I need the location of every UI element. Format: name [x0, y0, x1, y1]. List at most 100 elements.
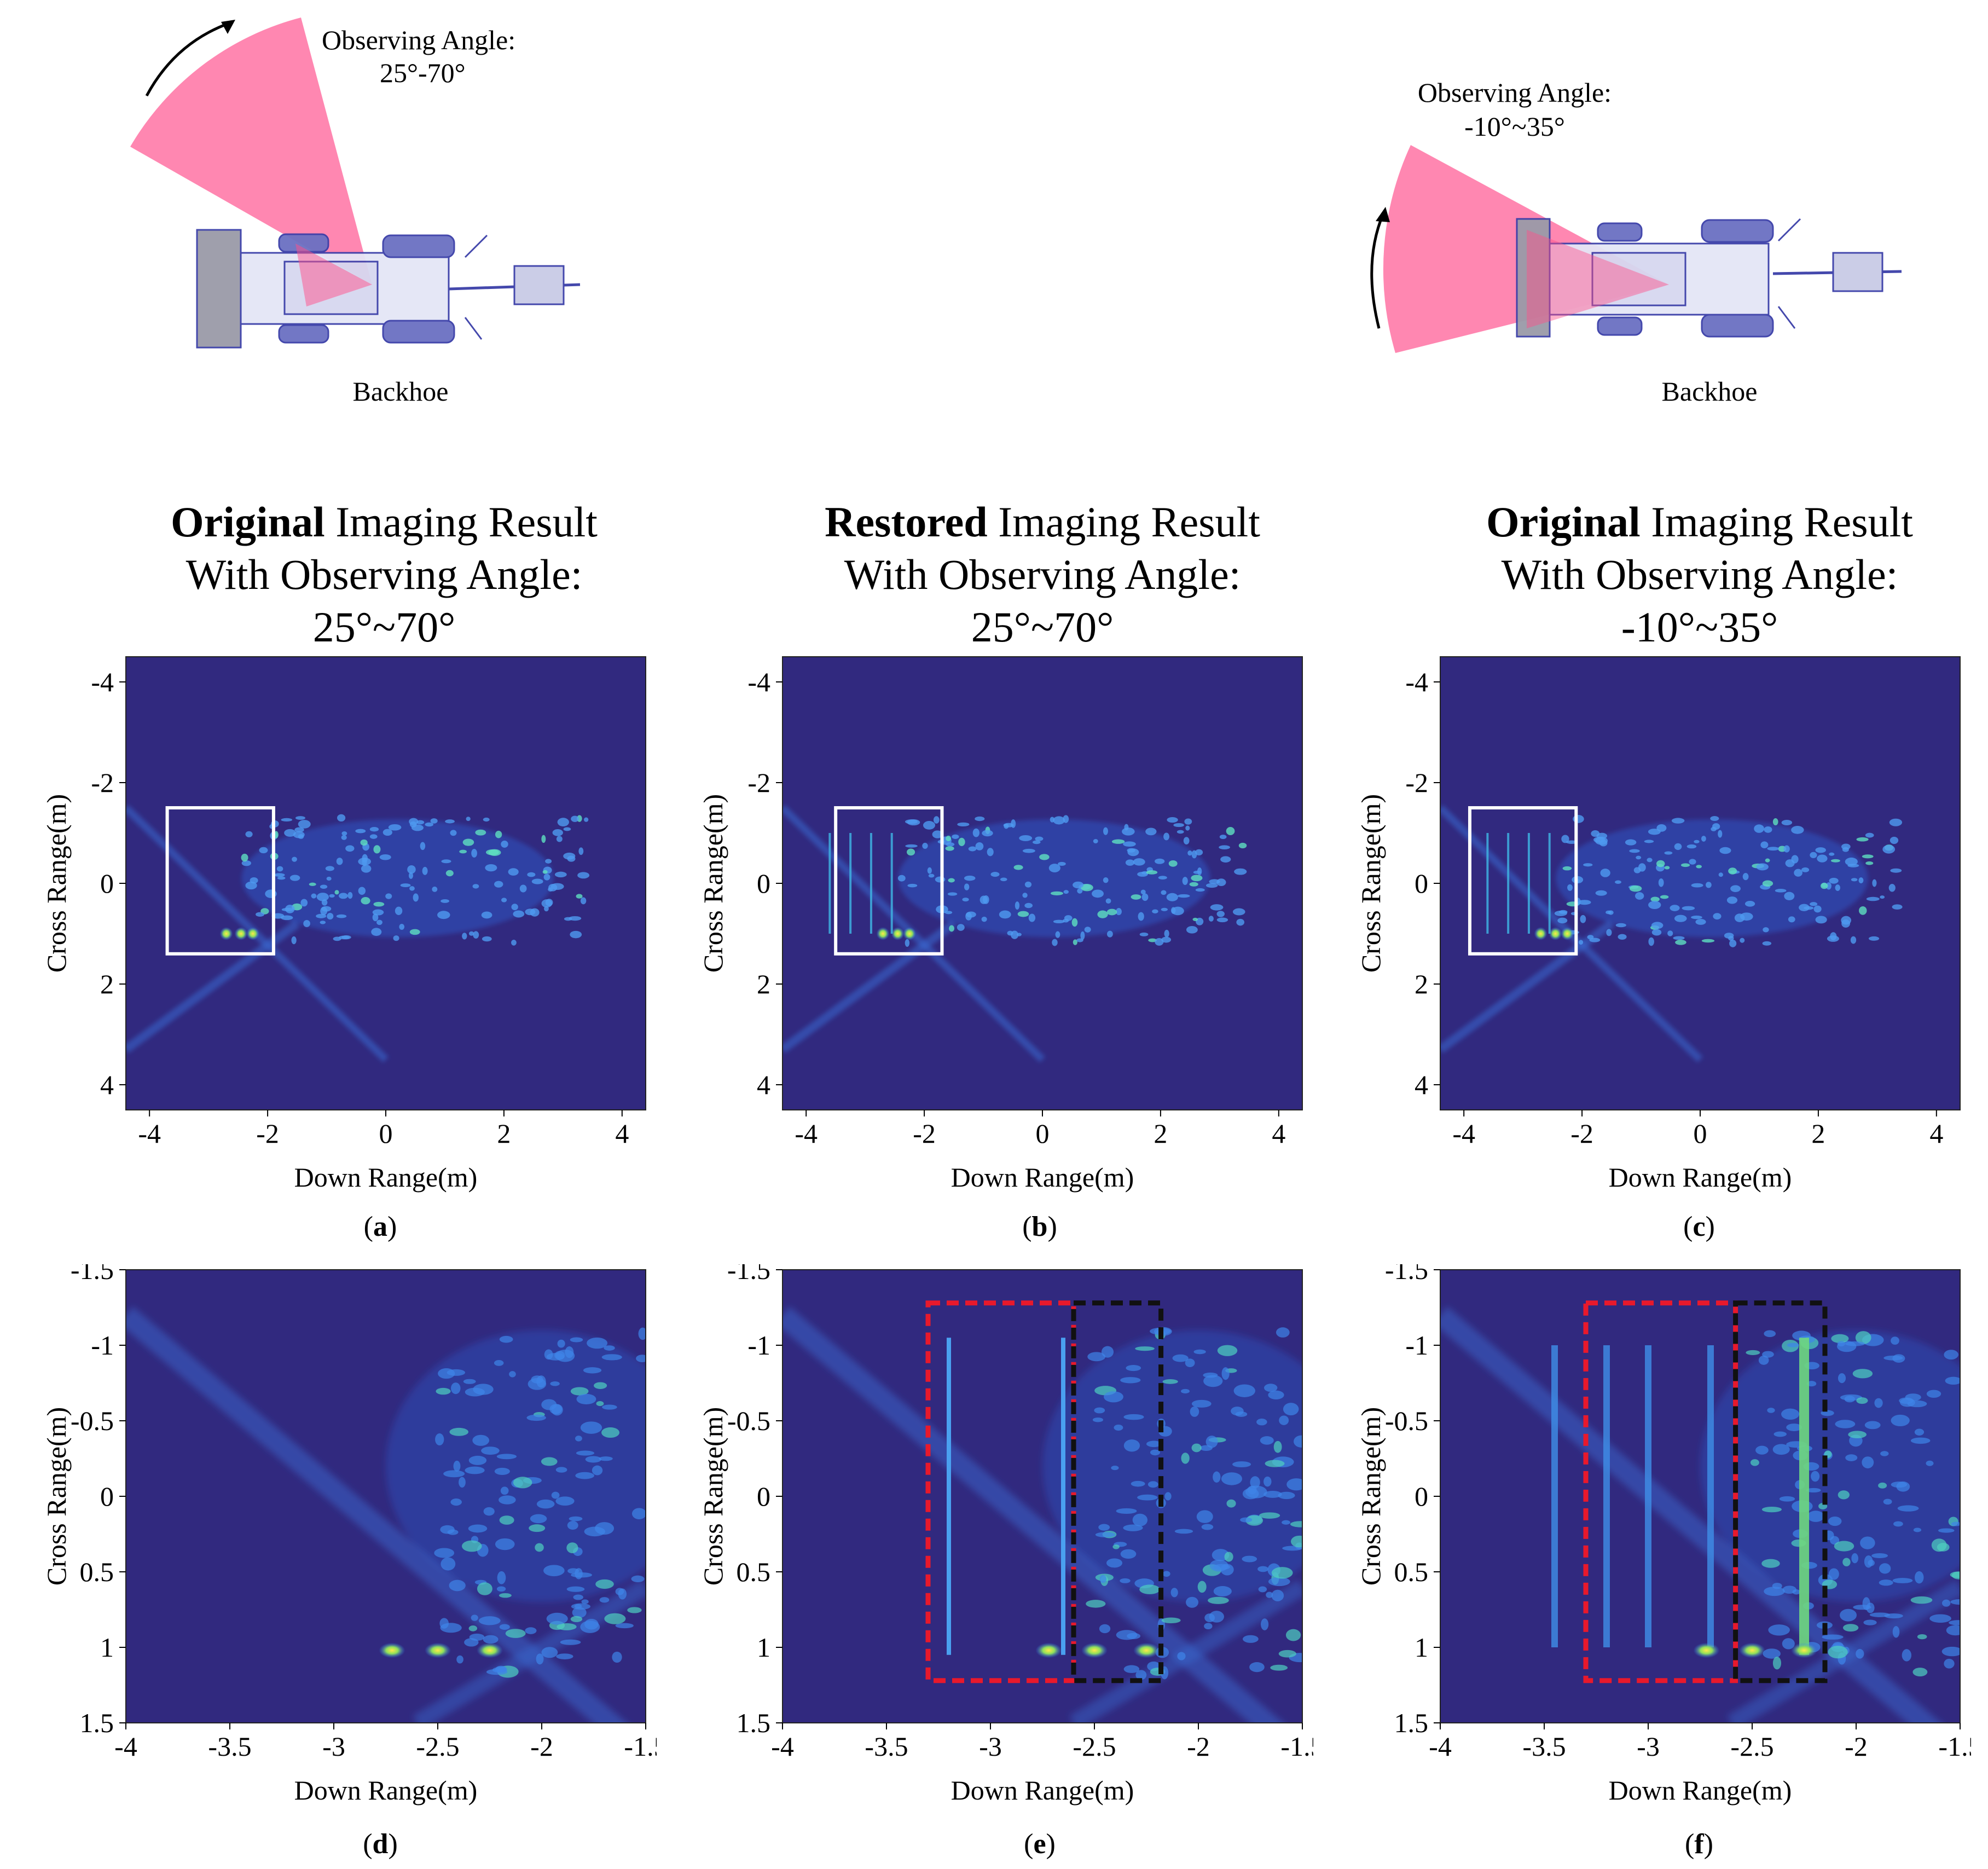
y-tick-label: 1.5	[737, 1708, 771, 1738]
observing-sector	[130, 18, 372, 285]
heatmap-panel-d: -4 -3.5 -3 -2.5 -2 -1.5 -1.5 -1 -0.5 0 0.5 1 1.5 Down…	[44, 1264, 657, 1806]
scatter-texture	[126, 1306, 646, 1723]
left-angle-range: 25°-70°	[380, 57, 466, 88]
x-tick-label: -1.5	[1280, 1731, 1313, 1762]
highlight-box	[834, 806, 944, 956]
y-tick-label: -1	[747, 1330, 770, 1361]
heatmap-panel-f: -4 -3.5 -3 -2.5 -2 -1.5 -1.5 -1 -0.5 0 0.5 1 1.5 Down…	[1358, 1264, 1971, 1806]
x-tick-label: -3	[979, 1731, 1002, 1762]
red-dashed-box	[925, 1300, 1076, 1683]
y-axis-label: Cross Range(m)	[1358, 794, 1386, 973]
title-bold: Original	[171, 498, 325, 546]
panel-tag-c: (c)	[1683, 1211, 1715, 1242]
x-tick-label: -3	[1637, 1731, 1660, 1762]
rotation-arrow-icon	[1370, 213, 1385, 329]
highlight-box	[165, 806, 275, 956]
y-tick-label: 0	[100, 1481, 114, 1512]
x-tick-label: 4	[615, 1118, 629, 1149]
y-tick-label: -4	[1405, 667, 1428, 697]
y-tick-label: -4	[747, 667, 770, 697]
x-tick-label: -4	[1429, 1731, 1452, 1762]
x-tick-label: -3.5	[1522, 1731, 1566, 1762]
scatter-texture	[1440, 805, 1903, 1063]
x-tick-label: -3.5	[208, 1731, 251, 1762]
x-tick-label: 0	[1694, 1118, 1707, 1149]
x-tick-label: -2	[256, 1118, 279, 1149]
y-tick-label: 4	[100, 1069, 114, 1100]
y-axis-label: Cross Range(m)	[44, 794, 72, 973]
panel-tag-e: (e)	[1024, 1829, 1056, 1860]
title-line2: With Observing Angle:	[186, 551, 583, 598]
y-tick-label: 2	[1415, 969, 1428, 999]
y-tick-label: 0	[757, 868, 770, 899]
y-tick-label: -2	[91, 767, 114, 798]
scatter-texture	[1440, 1306, 1960, 1723]
heatmap-panel-e: -4 -3.5 -3 -2.5 -2 -1.5 -1.5 -1 -0.5 0 0.5 1 1.5 Down…	[700, 1264, 1313, 1806]
column-title-a: Original Imaging Result With Observing A…	[171, 496, 598, 653]
x-tick-label: -4	[795, 1118, 818, 1149]
x-tick-label: -4	[771, 1731, 794, 1762]
title-line3: 25°~70°	[312, 603, 456, 651]
top-diagram-right	[1370, 145, 1902, 353]
x-tick-label: -1.5	[624, 1731, 657, 1762]
x-axis-label: Down Range(m)	[1609, 1775, 1792, 1806]
panel-tag-f: (f)	[1685, 1829, 1713, 1860]
title-line3: -10°~35°	[1621, 603, 1778, 651]
x-tick-label: 2	[1154, 1118, 1167, 1149]
x-tick-label: -2.5	[1730, 1731, 1773, 1762]
x-tick-label: -4	[138, 1118, 161, 1149]
title-line2: With Observing Angle:	[1501, 551, 1898, 598]
y-tick-label: -2	[1405, 767, 1428, 798]
y-tick-label: 0	[100, 868, 114, 899]
x-tick-label: 0	[379, 1118, 393, 1149]
title-rest: Imaging Result	[1640, 498, 1913, 546]
left-vehicle-label: Backhoe	[352, 376, 449, 407]
backhoe-icon	[1516, 218, 1902, 338]
x-axis-label: Down Range(m)	[951, 1775, 1134, 1806]
column-title-b: Restored Imaging Result With Observing A…	[825, 496, 1260, 653]
title-bold: Original	[1486, 498, 1641, 546]
y-tick-label: 4	[757, 1069, 770, 1100]
y-tick-label: -4	[91, 667, 114, 697]
y-axis-label: Cross Range(m)	[700, 1407, 728, 1586]
x-tick-label: -2	[1570, 1118, 1593, 1149]
scatter-texture	[783, 1306, 1302, 1723]
title-rest: Imaging Result	[987, 498, 1260, 546]
title-bold: Restored	[825, 498, 988, 546]
y-tick-label: -2	[747, 767, 770, 798]
scatter-texture	[783, 805, 1247, 1063]
x-axis-label: Down Range(m)	[1609, 1162, 1792, 1193]
x-tick-label: 2	[497, 1118, 511, 1149]
title-rest: Imaging Result	[324, 498, 598, 546]
heatmap-panel-a: -4 -2 0 2 4 -4 -2 0 2 4 Down Range(m) Cross Range(m…	[44, 656, 646, 1193]
y-tick-label: 0	[757, 1481, 770, 1512]
backhoe-icon	[196, 229, 581, 349]
scatter-texture	[126, 805, 590, 1063]
y-tick-label: -1	[91, 1330, 114, 1361]
x-tick-label: -4	[1452, 1118, 1475, 1149]
heatmap-panel-c: -4 -2 0 2 4 -4 -2 0 2 4 Down Range(m) Cross Range(m…	[1358, 656, 1961, 1193]
y-axis-label: Cross Range(m)	[1358, 1407, 1386, 1586]
y-tick-label: 1.5	[80, 1708, 114, 1738]
y-tick-label: 1.5	[1394, 1708, 1429, 1738]
y-tick-label: -1	[1405, 1330, 1428, 1361]
panel-tag-b: (b)	[1022, 1211, 1057, 1242]
x-tick-label: -1.5	[1938, 1731, 1971, 1762]
y-tick-label: -1.5	[727, 1264, 770, 1285]
right-vehicle-label: Backhoe	[1661, 376, 1758, 407]
x-tick-label: -3	[322, 1731, 345, 1762]
y-tick-label: 0.5	[80, 1556, 114, 1587]
x-tick-label: -2	[1845, 1731, 1868, 1762]
x-tick-label: -3.5	[865, 1731, 908, 1762]
y-tick-label: 2	[100, 969, 114, 999]
x-tick-label: -2	[1187, 1731, 1210, 1762]
panel-tag-d: (d)	[363, 1829, 398, 1860]
black-dashed-box	[1071, 1300, 1164, 1683]
x-tick-label: -2	[530, 1731, 553, 1762]
y-tick-label: -1.5	[71, 1264, 114, 1285]
heatmap-panel-b: -4 -2 0 2 4 -4 -2 0 2 4 Down Range(m) Cross Range(m…	[700, 656, 1303, 1193]
y-tick-label: -0.5	[71, 1405, 114, 1436]
x-tick-label: -4	[114, 1731, 137, 1762]
y-tick-label: 0.5	[1394, 1556, 1429, 1587]
x-axis-label: Down Range(m)	[294, 1162, 478, 1193]
